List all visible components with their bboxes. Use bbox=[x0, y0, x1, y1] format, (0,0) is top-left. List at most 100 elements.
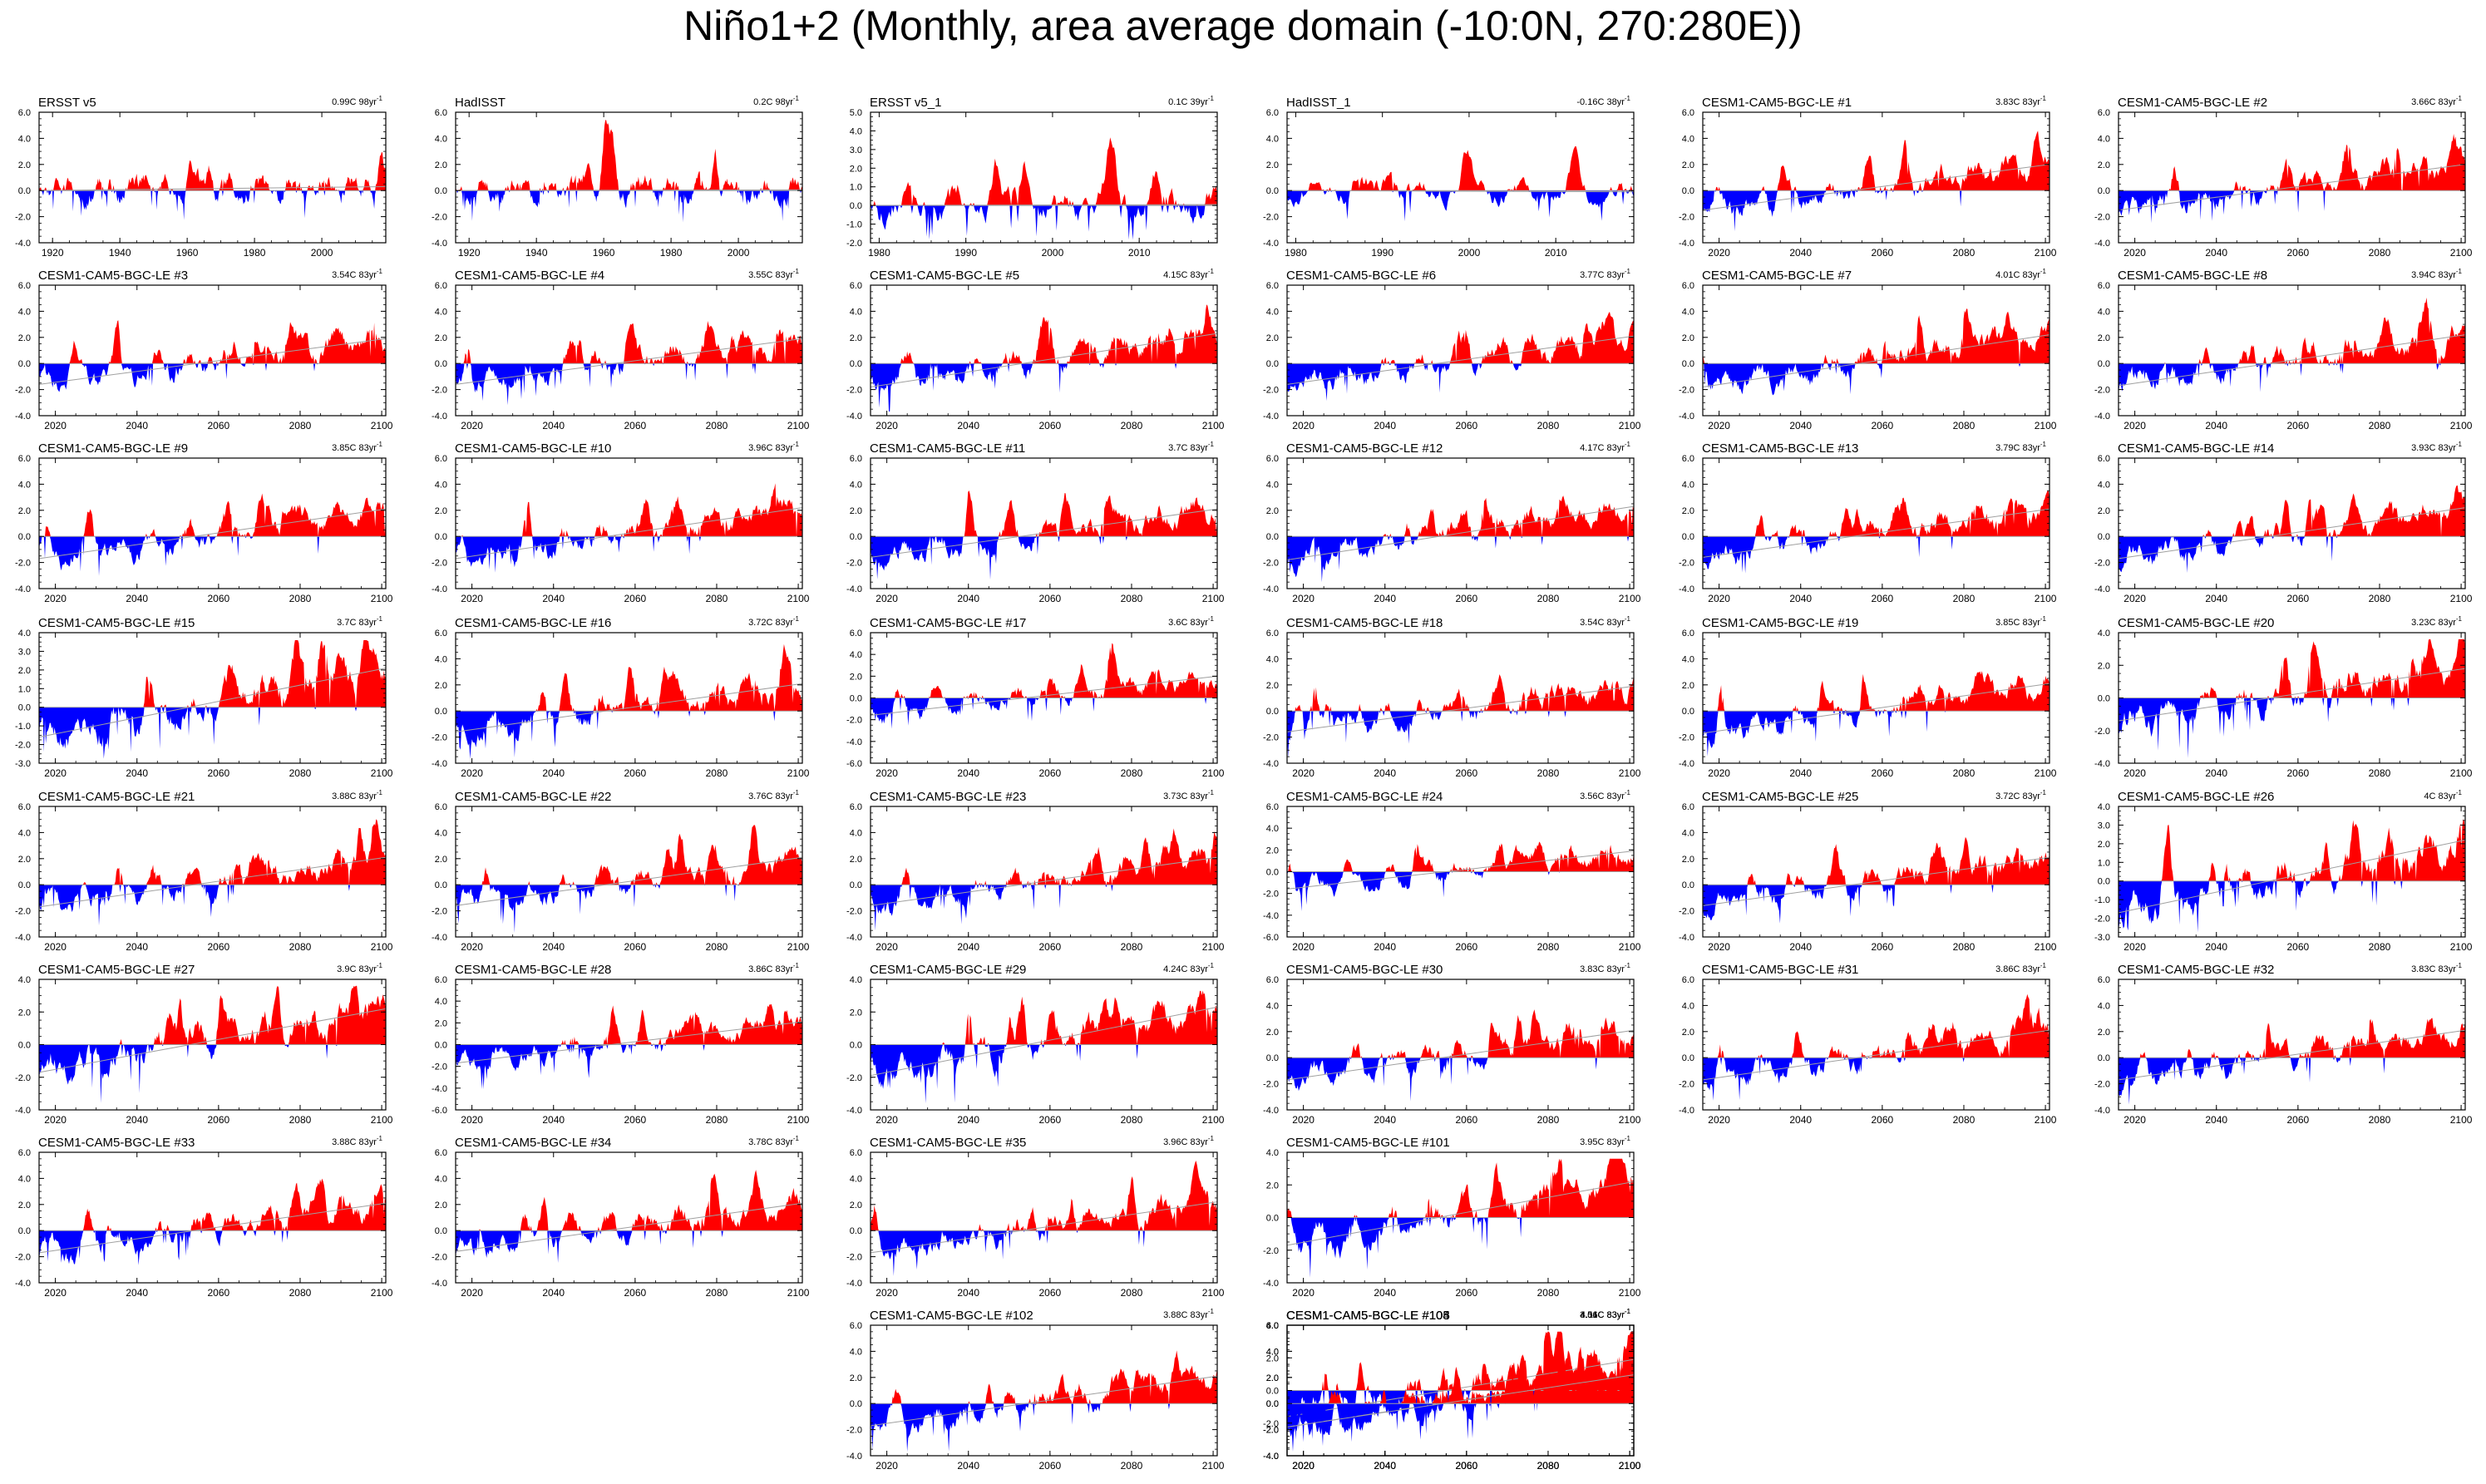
y-tick-label: -2.0 bbox=[846, 907, 862, 917]
x-tick-label: 2080 bbox=[2369, 420, 2391, 431]
x-tick-label: 2100 bbox=[1619, 1460, 1641, 1472]
y-tick-label: -2.0 bbox=[15, 386, 31, 396]
x-tick-label: 2020 bbox=[1708, 247, 1730, 259]
trend-line bbox=[1286, 1374, 1635, 1427]
x-tick-label: 2080 bbox=[289, 767, 312, 779]
y-tick-label: -4.0 bbox=[15, 933, 31, 943]
y-tick-label: 4.0 bbox=[1682, 480, 1694, 490]
negative-anomaly-area bbox=[871, 698, 1217, 729]
y-tick-label: -4.0 bbox=[2094, 1106, 2110, 1116]
y-tick-label: 0.0 bbox=[18, 880, 31, 890]
y-tick-label: 4.0 bbox=[1266, 654, 1279, 664]
chart-panel: CESM1-CAM5-BGC-LE #23 3.73C 83yr-1 -4.0 -2.… bbox=[846, 789, 1225, 953]
panel-title: CESM1-CAM5-BGC-LE #10 bbox=[455, 441, 611, 456]
panel-title: ERSST v5_1 bbox=[870, 96, 941, 110]
panel-title: CESM1-CAM5-BGC-LE #27 bbox=[38, 963, 195, 977]
y-tick-label: 0.0 bbox=[1266, 1399, 1279, 1409]
y-tick-label: 4.0 bbox=[1266, 134, 1279, 144]
x-tick-label: 2060 bbox=[1039, 1460, 1062, 1472]
panel-title: CESM1-CAM5-BGC-LE #31 bbox=[1702, 963, 1858, 977]
x-tick-label: 2040 bbox=[126, 1287, 148, 1299]
y-tick-label: -2.0 bbox=[846, 559, 862, 569]
y-tick-label: -4.0 bbox=[2094, 239, 2110, 249]
x-tick-label: 2020 bbox=[461, 593, 483, 604]
x-tick-label: 2100 bbox=[1619, 1287, 1641, 1299]
y-tick-label: -4.0 bbox=[1263, 1452, 1279, 1462]
y-tick-label: 4.0 bbox=[18, 828, 31, 838]
x-tick-label: 2020 bbox=[1292, 1287, 1315, 1299]
y-tick-label: -3.0 bbox=[2094, 933, 2110, 943]
y-tick-label: 0.0 bbox=[1682, 532, 1694, 542]
x-tick-label: 1920 bbox=[42, 247, 64, 259]
y-tick-label: 0.0 bbox=[2098, 359, 2110, 369]
y-tick-label: -2.0 bbox=[1263, 386, 1279, 396]
panel-trend: 3.23C 83yr-1 bbox=[2411, 615, 2462, 628]
panel-trend: 3.83C 83yr-1 bbox=[1995, 95, 2046, 107]
panel-trend: 0.1C 39yr-1 bbox=[1168, 95, 1214, 107]
chart-panel: CESM1-CAM5-BGC-LE #17 3.6C 83yr-1 -6.0 -4.0… bbox=[846, 615, 1225, 779]
y-tick-label: 4.0 bbox=[850, 650, 862, 660]
panel-title: CESM1-CAM5-BGC-LE #103 bbox=[1286, 1309, 1450, 1323]
y-tick-label: 0.0 bbox=[435, 532, 447, 542]
x-tick-label: 2040 bbox=[2205, 247, 2227, 259]
positive-anomaly-area bbox=[871, 643, 1217, 698]
y-tick-label: 4.0 bbox=[1266, 1347, 1279, 1357]
x-tick-label: 2100 bbox=[787, 420, 810, 431]
x-tick-label: 2020 bbox=[1292, 941, 1315, 953]
y-tick-label: -2.0 bbox=[1679, 559, 1694, 569]
y-tick-label: 2.0 bbox=[18, 666, 31, 676]
y-tick-label: -4.0 bbox=[432, 412, 447, 422]
x-tick-label: 2100 bbox=[1619, 420, 1641, 431]
panel-title: CESM1-CAM5-BGC-LE #17 bbox=[870, 616, 1026, 630]
x-tick-label: 2060 bbox=[624, 593, 647, 604]
y-tick-label: 4.0 bbox=[435, 654, 447, 664]
y-tick-label: 0.0 bbox=[435, 707, 447, 717]
y-tick-label: -4.0 bbox=[432, 759, 447, 769]
y-tick-label: 3.0 bbox=[850, 145, 862, 155]
y-tick-label: 0.0 bbox=[1266, 1053, 1279, 1063]
panel-trend: 3.7C 83yr-1 bbox=[337, 615, 382, 628]
x-tick-label: 2060 bbox=[1456, 593, 1478, 604]
negative-anomaly-area bbox=[2119, 363, 2465, 392]
trend-line bbox=[1286, 1029, 1635, 1081]
y-tick-label: 4.0 bbox=[1682, 1001, 1694, 1011]
y-tick-label: 2.0 bbox=[18, 506, 31, 516]
x-tick-label: 2020 bbox=[876, 1287, 898, 1299]
y-tick-label: 6.0 bbox=[850, 454, 862, 464]
positive-anomaly-area bbox=[2119, 134, 2465, 191]
x-tick-label: 1940 bbox=[109, 247, 131, 259]
y-tick-label: 6.0 bbox=[1266, 629, 1279, 638]
x-tick-label: 2080 bbox=[1537, 593, 1560, 604]
y-tick-label: 2.0 bbox=[435, 506, 447, 516]
y-tick-label: 4.0 bbox=[2098, 1001, 2110, 1011]
y-tick-label: 4.0 bbox=[1682, 654, 1694, 664]
trend-line bbox=[455, 1202, 803, 1252]
panel-trend: 3.96C 83yr-1 bbox=[1163, 1135, 1214, 1147]
x-tick-label: 2040 bbox=[126, 1114, 148, 1126]
x-tick-label: 2000 bbox=[1042, 247, 1064, 259]
x-tick-label: 2040 bbox=[1789, 247, 1812, 259]
y-tick-label: 0.0 bbox=[850, 1399, 862, 1409]
x-tick-label: 2040 bbox=[957, 1287, 979, 1299]
x-tick-label: 2060 bbox=[2287, 767, 2310, 779]
x-tick-label: 2060 bbox=[1039, 1114, 1062, 1126]
chart-panel: CESM1-CAM5-BGC-LE #12 4.17C 83yr-1 -4.0 -2.… bbox=[1263, 441, 1641, 604]
y-tick-label: -2.0 bbox=[846, 1426, 862, 1436]
y-tick-label: -2.0 bbox=[846, 386, 862, 396]
negative-anomaly-area bbox=[871, 363, 1217, 412]
x-tick-label: 2100 bbox=[2035, 247, 2057, 259]
x-tick-label: 2040 bbox=[1374, 1460, 1396, 1472]
negative-anomaly-area bbox=[2119, 880, 2465, 933]
negative-anomaly-area bbox=[456, 363, 802, 406]
y-tick-label: -2.0 bbox=[1679, 907, 1694, 917]
y-tick-label: 0.0 bbox=[435, 186, 447, 196]
trend-line bbox=[1702, 334, 2050, 387]
y-tick-label: 6.0 bbox=[1266, 281, 1279, 291]
panel-trend: 3.54C 83yr-1 bbox=[1580, 615, 1630, 628]
chart-panel: CESM1-CAM5-BGC-LE #35 3.96C 83yr-1 -4.0 -2.… bbox=[846, 1135, 1225, 1299]
x-tick-label: 2000 bbox=[1458, 247, 1481, 259]
y-tick-label: 4.0 bbox=[1266, 307, 1279, 317]
y-tick-label: 2.0 bbox=[850, 164, 862, 174]
chart-panel: CESM1-CAM5-BGC-LE #8 3.94C 83yr-1 -4.0 -2.0… bbox=[2094, 268, 2473, 431]
positive-anomaly-area bbox=[456, 1170, 802, 1231]
